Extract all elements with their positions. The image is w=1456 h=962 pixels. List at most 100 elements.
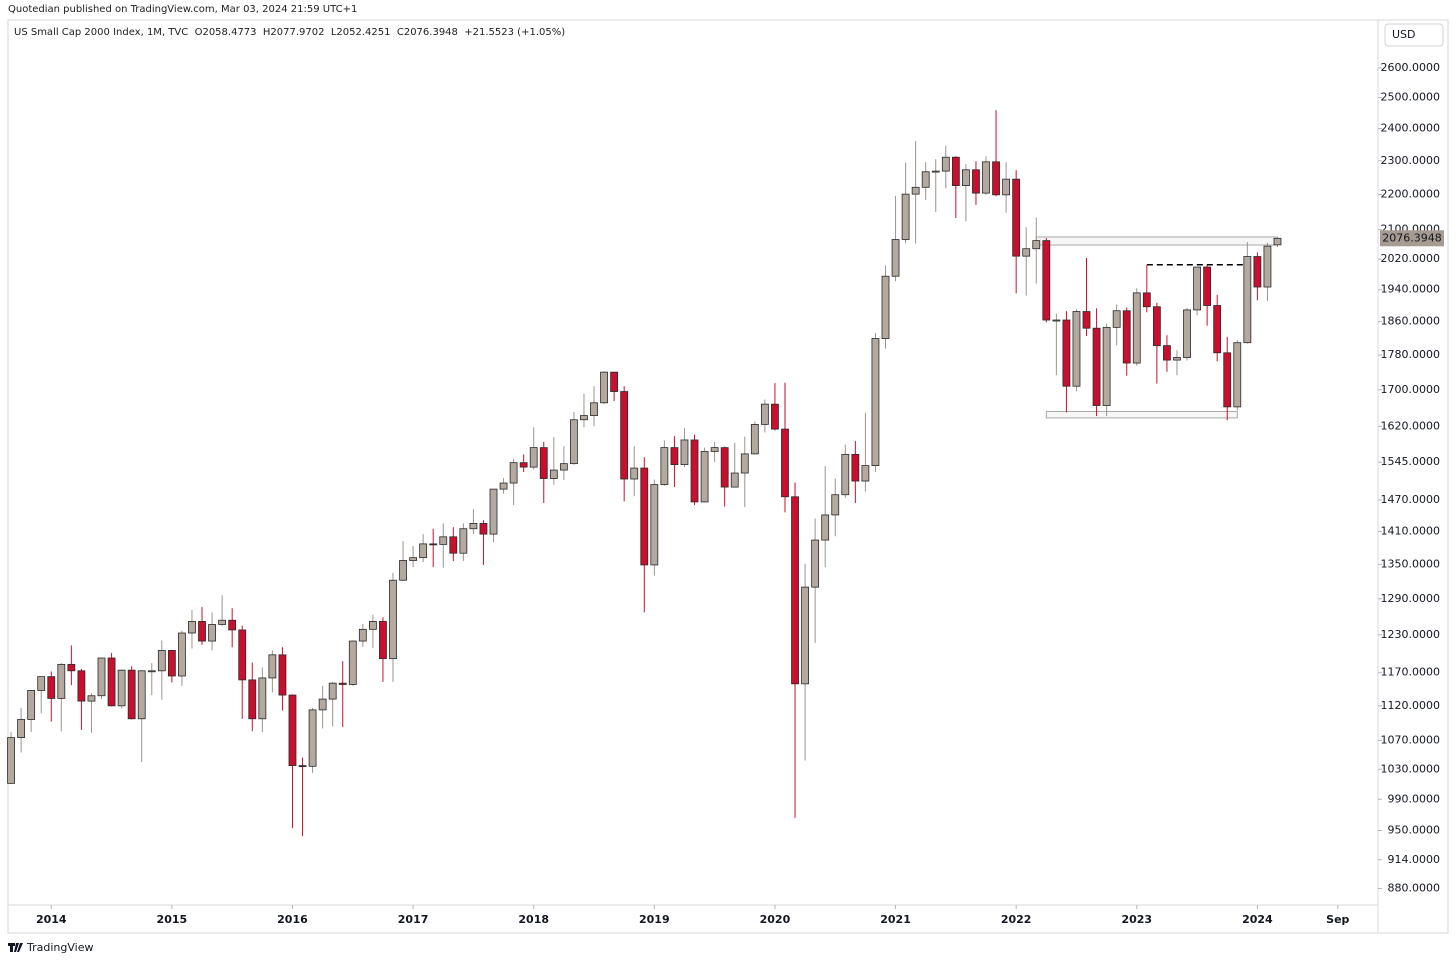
candle-body (630, 467, 639, 480)
y-tick-label: 1700.0000 (1381, 383, 1441, 396)
candle-body (47, 676, 56, 699)
candle-body (1102, 326, 1111, 406)
candle-body (539, 447, 548, 479)
y-tick-label: 914.0000 (1388, 853, 1441, 866)
candle-body (67, 663, 76, 672)
candle-body (178, 632, 186, 677)
x-tick-label: 2021 (880, 913, 911, 926)
candle-body (1223, 352, 1232, 408)
candle-body (1022, 248, 1031, 257)
candle-body (499, 482, 508, 490)
candle-body (700, 451, 709, 503)
candle-body (821, 514, 830, 541)
candle-body (87, 695, 96, 702)
y-tick-label: 2500.0000 (1381, 91, 1441, 104)
candle-body (419, 543, 428, 559)
y-tick-label: 1120.0000 (1381, 699, 1441, 712)
y-tick-label: 1470.0000 (1381, 493, 1441, 506)
candle-body (529, 447, 538, 468)
x-tick-label: 2019 (639, 913, 670, 926)
candle-body (982, 161, 990, 194)
candle-body (1132, 292, 1141, 364)
y-tick-label: 2600.0000 (1381, 61, 1441, 74)
candle-body (750, 424, 759, 455)
candle-body (308, 709, 317, 767)
candle-body (368, 621, 377, 630)
y-tick-label: 1780.0000 (1381, 348, 1441, 361)
y-tick-label: 1290.0000 (1381, 592, 1441, 605)
legend: US Small Cap 2000 Index, 1M, TVC O2058.4… (14, 27, 566, 38)
candle-body (449, 536, 458, 554)
candle-body (188, 621, 196, 634)
x-tick-label: 2018 (518, 913, 549, 926)
candle-body (117, 669, 126, 707)
candle-body (479, 523, 488, 535)
logo-icon (8, 943, 23, 952)
candle-body (1052, 319, 1061, 322)
x-tick-label: 2022 (1001, 913, 1032, 926)
candle-body (660, 447, 669, 485)
x-tick-label: 2015 (157, 913, 188, 926)
x-tick-label: 2017 (398, 913, 429, 926)
currency-button[interactable] (1384, 23, 1444, 47)
candle-body (600, 371, 608, 404)
candle-body (167, 650, 176, 677)
candle-body (811, 539, 820, 588)
y-tick-label: 1410.0000 (1381, 524, 1441, 537)
x-tick-label: 2020 (760, 913, 791, 926)
candle-body (992, 161, 1000, 196)
candle-body (1072, 311, 1081, 387)
candle-body (318, 698, 327, 711)
candle-body (1012, 178, 1021, 257)
y-tick-label: 2300.0000 (1381, 154, 1441, 167)
candle-body (610, 371, 619, 392)
candle-body (459, 528, 468, 554)
candle-body (851, 453, 860, 482)
candle-body (1253, 256, 1262, 288)
candle-body (690, 439, 699, 503)
x-tick-label: 2016 (277, 913, 308, 926)
candle-body (358, 628, 367, 642)
candle-body (77, 670, 86, 702)
candle-body (1233, 342, 1242, 408)
candle-body (670, 447, 679, 466)
candle-body (891, 239, 900, 277)
candle-body (1193, 266, 1201, 311)
candle-body (1152, 306, 1161, 347)
candle-body (921, 171, 930, 188)
candle-body (1092, 327, 1101, 406)
candle-body (338, 682, 347, 685)
candle-body (791, 496, 799, 685)
candle-body (97, 657, 106, 697)
candle-body (861, 465, 870, 482)
candle-body (248, 679, 257, 720)
range-box (1035, 236, 1278, 246)
candle-body (228, 619, 237, 631)
candle-body (590, 402, 598, 416)
candle-body (399, 560, 407, 581)
brand-logo (8, 943, 23, 952)
publisher-note: Quotedian published on TradingView.com, … (8, 4, 358, 15)
plot-area (7, 110, 1282, 837)
y-tick-label: 950.0000 (1388, 823, 1441, 836)
candle-body (288, 694, 297, 766)
candle-body (730, 472, 739, 488)
candle-body (258, 677, 267, 720)
candle-body (720, 447, 729, 488)
candle-body (57, 663, 66, 699)
x-tick-label: 2023 (1121, 913, 1152, 926)
candle-body (409, 557, 417, 561)
candle-body (549, 469, 558, 479)
candle-body (911, 186, 920, 195)
last-price-label: 2076.3948 (1382, 231, 1442, 244)
candle-body (640, 467, 649, 566)
candle-body (1183, 309, 1191, 358)
y-tick-label: 1620.0000 (1381, 419, 1441, 432)
candle-body (1032, 240, 1041, 250)
candle-body (389, 579, 397, 660)
candle-body (1142, 292, 1151, 308)
y-tick-label: 990.0000 (1388, 792, 1441, 805)
y-tick-label: 1940.0000 (1381, 283, 1441, 296)
